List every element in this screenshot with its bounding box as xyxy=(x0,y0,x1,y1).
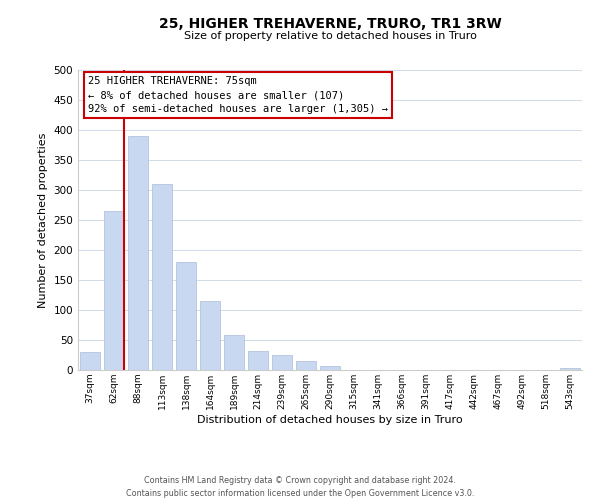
Bar xyxy=(176,262,196,370)
Bar xyxy=(560,368,580,370)
Bar xyxy=(128,136,148,370)
Bar xyxy=(200,301,220,370)
Bar xyxy=(272,355,292,370)
Bar xyxy=(80,352,100,370)
Y-axis label: Number of detached properties: Number of detached properties xyxy=(38,132,48,308)
Bar xyxy=(224,335,244,370)
Bar xyxy=(296,361,316,370)
Text: 25 HIGHER TREHAVERNE: 75sqm
← 8% of detached houses are smaller (107)
92% of sem: 25 HIGHER TREHAVERNE: 75sqm ← 8% of deta… xyxy=(88,76,388,114)
Bar xyxy=(248,351,268,370)
X-axis label: Distribution of detached houses by size in Truro: Distribution of detached houses by size … xyxy=(197,414,463,424)
Text: Size of property relative to detached houses in Truro: Size of property relative to detached ho… xyxy=(184,31,476,41)
Bar xyxy=(104,211,124,370)
Text: Contains HM Land Registry data © Crown copyright and database right 2024.
Contai: Contains HM Land Registry data © Crown c… xyxy=(126,476,474,498)
Bar xyxy=(152,184,172,370)
Bar xyxy=(320,366,340,370)
Text: 25, HIGHER TREHAVERNE, TRURO, TR1 3RW: 25, HIGHER TREHAVERNE, TRURO, TR1 3RW xyxy=(158,18,502,32)
